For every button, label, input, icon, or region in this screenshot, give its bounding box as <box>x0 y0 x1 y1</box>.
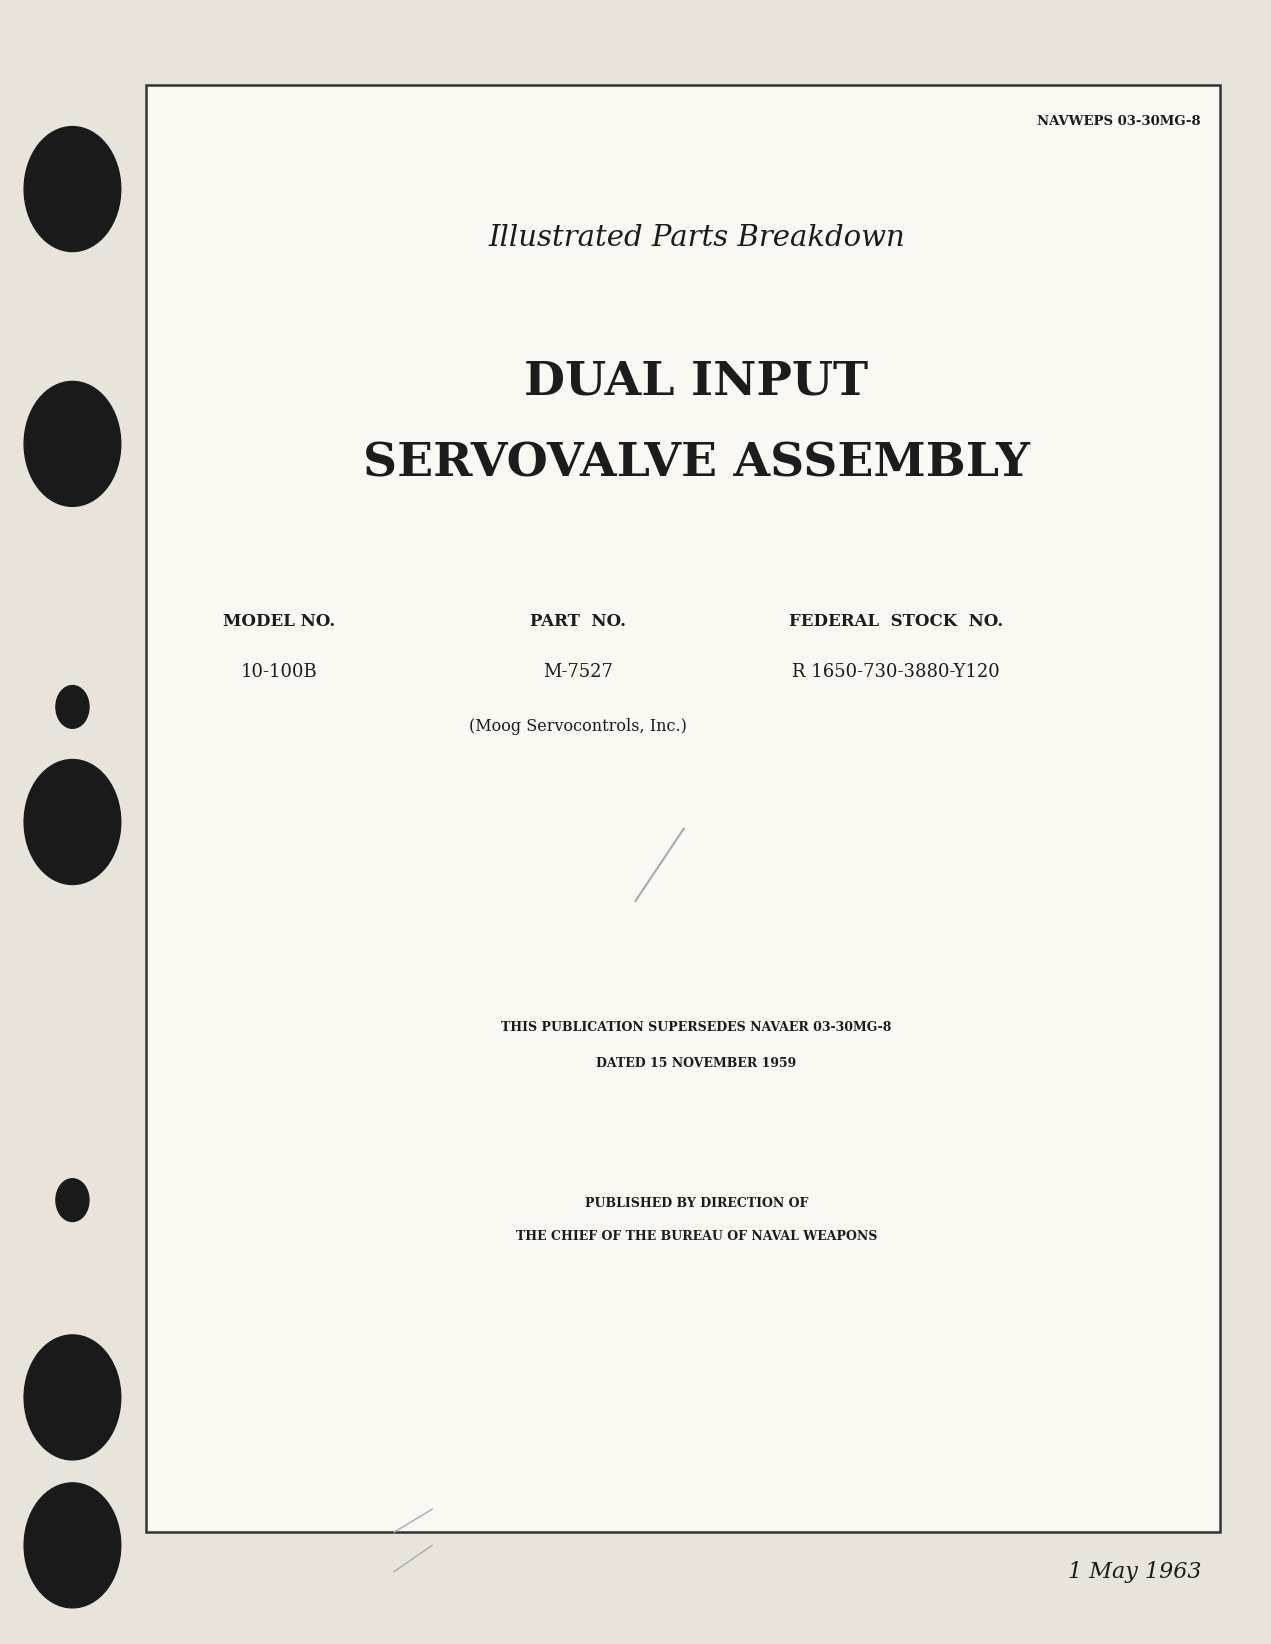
Circle shape <box>24 381 121 506</box>
Text: Illustrated Parts Breakdown: Illustrated Parts Breakdown <box>488 224 905 253</box>
Text: MODEL NO.: MODEL NO. <box>224 613 336 630</box>
Circle shape <box>24 760 121 884</box>
Text: FEDERAL  STOCK  NO.: FEDERAL STOCK NO. <box>789 613 1003 630</box>
Circle shape <box>56 686 89 728</box>
Text: PUBLISHED BY DIRECTION OF: PUBLISHED BY DIRECTION OF <box>585 1197 808 1210</box>
Text: THIS PUBLICATION SUPERSEDES NAVAER 03-30MG-8: THIS PUBLICATION SUPERSEDES NAVAER 03-30… <box>501 1021 892 1034</box>
Text: DATED 15 NOVEMBER 1959: DATED 15 NOVEMBER 1959 <box>596 1057 797 1070</box>
Circle shape <box>24 127 121 252</box>
Text: 1 May 1963: 1 May 1963 <box>1068 1560 1201 1583</box>
Text: THE CHIEF OF THE BUREAU OF NAVAL WEAPONS: THE CHIEF OF THE BUREAU OF NAVAL WEAPONS <box>516 1230 877 1243</box>
Text: (Moog Servocontrols, Inc.): (Moog Servocontrols, Inc.) <box>469 718 688 735</box>
Bar <box>146 85 1220 1532</box>
Circle shape <box>56 1179 89 1221</box>
Text: 10-100B: 10-100B <box>241 664 318 681</box>
Circle shape <box>24 1335 121 1460</box>
Circle shape <box>24 1483 121 1608</box>
Text: SERVOVALVE ASSEMBLY: SERVOVALVE ASSEMBLY <box>364 441 1030 487</box>
Text: R 1650-730-3880-Y120: R 1650-730-3880-Y120 <box>792 664 1000 681</box>
Text: NAVWEPS 03-30MG-8: NAVWEPS 03-30MG-8 <box>1037 115 1201 128</box>
Text: M-7527: M-7527 <box>544 664 613 681</box>
Text: DUAL INPUT: DUAL INPUT <box>525 358 868 404</box>
Text: PART  NO.: PART NO. <box>530 613 627 630</box>
